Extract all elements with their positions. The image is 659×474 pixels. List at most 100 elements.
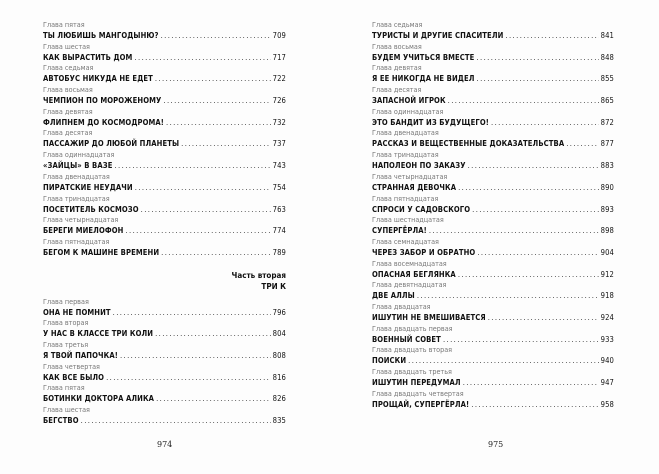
chapter-title[interactable]: БЕГСТВО (43, 416, 79, 425)
chapter-title[interactable]: ЗАПАСНОЙ ИГРОК (372, 96, 446, 106)
chapter-title[interactable]: У НАС В КЛАССЕ ТРИ КОЛИ (43, 329, 154, 339)
toc-entry[interactable]: Глава шестая БЕГСТВО.....................… (43, 405, 286, 427)
dot-leader: ........................................… (491, 117, 599, 127)
toc-entry[interactable]: Глава десятая ЗАПАСНОЙ ИГРОК.............… (372, 85, 614, 107)
dot-leader: ........................................… (125, 226, 271, 236)
chapter-title[interactable]: ПАССАЖИР ДО ЛЮБОЙ ПЛАНЕТЫ (43, 139, 180, 149)
chapter-title[interactable]: ТЫ ЛЮБИШЬ МАНГОДЫНЮ? (43, 31, 159, 40)
chapter-row: БОТИНКИ ДОКТОРА АЛИКА...................… (43, 393, 286, 404)
dot-leader: ........................................… (472, 204, 598, 214)
chapter-row: ИШУТИН НЕ ВМЕШИВАЕТСЯ...................… (372, 312, 614, 323)
toc-entry[interactable]: Глава пятнадцатая СПРОСИ У САДОВСКОГО....… (372, 194, 614, 216)
chapter-title[interactable]: ЧЕРЕЗ ЗАБОР И ОБРАТНО (372, 247, 476, 257)
toc-entry[interactable]: Глава седьмая АВТОБУС НИКУДА НЕ ЕДЕТ.....… (43, 63, 286, 85)
chapter-title[interactable]: Я ЕЕ НИКОГДА НЕ ВИДЕЛ (372, 74, 475, 84)
chapter-title[interactable]: СПРОСИ У САДОВСКОГО (372, 204, 471, 214)
page-ref: 940 (600, 356, 614, 366)
toc-entry[interactable]: Глава тринадцатая НАПОЛЕОН ПО ЗАКАЗУ.....… (372, 150, 614, 172)
chapter-row: КАК ВЫРАСТИТЬ ДОМ.......................… (43, 52, 286, 63)
chapter-title[interactable]: ЧЕМПИОН ПО МОРОЖЕНОМУ (43, 96, 162, 106)
toc-entry[interactable]: Глава восемнадцатая ОПАСНАЯ БЕГЛЯНКА.....… (372, 259, 614, 281)
dot-leader: ........................................… (462, 378, 599, 387)
chapter-title[interactable]: КАК ВЫРАСТИТЬ ДОМ (43, 52, 133, 62)
toc-entry[interactable]: Глава двадцатая ИШУТИН НЕ ВМЕШИВАЕТСЯ....… (372, 302, 614, 324)
chapter-title[interactable]: Я ТВОЙ ПАПОЧКА! (43, 350, 118, 360)
toc-entry[interactable]: Глава двенадцатая РАССКАЗ И ВЕЩЕСТВЕННЫЕ … (372, 128, 614, 150)
chapter-title[interactable]: СУПЕРГЁРЛА! (372, 226, 427, 236)
dot-leader: ........................................… (471, 399, 598, 409)
toc-entry[interactable]: Глава семнадцатая ЧЕРЕЗ ЗАБОР И ОБРАТНО..… (372, 237, 614, 259)
toc-entry[interactable]: Глава одиннадцатая ЭТО БАНДИТ ИЗ БУДУЩЕГО… (372, 107, 614, 129)
dot-leader: ........................................… (566, 139, 599, 149)
toc-entry[interactable]: Глава девятнадцатая ДВЕ АЛЛЫ.............… (372, 280, 614, 302)
chapter-label: Глава девятнадцатая (372, 280, 447, 290)
chapter-title[interactable]: ДВЕ АЛЛЫ (372, 291, 415, 301)
toc-entry[interactable]: Глава десятая ПАССАЖИР ДО ЛЮБОЙ ПЛАНЕТЫ..… (43, 128, 286, 150)
chapter-title[interactable]: КАК ВСЕ БЫЛО (43, 372, 105, 382)
toc-entry[interactable]: Глава двадцать четвертая ПРОЩАЙ, СУПЕРГЁР… (372, 389, 614, 411)
chapter-title[interactable]: ФЛИПНЕМ ДО КОСМОДРОМА! (43, 117, 165, 127)
chapter-title[interactable]: АВТОБУС НИКУДА НЕ ЕДЕТ (43, 74, 153, 84)
toc-entry[interactable]: Глава восьмая ЧЕМПИОН ПО МОРОЖЕНОМУ......… (43, 85, 286, 107)
toc-entry[interactable]: Глава пятая БОТИНКИ ДОКТОРА АЛИКА........… (43, 383, 286, 405)
dot-leader: ........................................… (416, 291, 599, 301)
toc-entry[interactable]: Глава четырнадцатая СТРАННАЯ ДЕВОЧКА.....… (372, 172, 614, 194)
toc-entry[interactable]: Глава третья Я ТВОЙ ПАПОЧКА!.............… (43, 340, 286, 362)
page-ref: 763 (272, 204, 286, 214)
toc-entry[interactable]: Глава четвертая КАК ВСЕ БЫЛО.............… (43, 362, 286, 384)
toc-entry[interactable]: Глава двадцать первая ВОЕННЫЙ СОВЕТ......… (372, 324, 614, 346)
chapter-title[interactable]: ОПАСНАЯ БЕГЛЯНКА (372, 269, 456, 279)
toc-entry[interactable]: Глава девятая Я ЕЕ НИКОГДА НЕ ВИДЕЛ......… (372, 63, 614, 85)
dot-leader: ........................................… (458, 182, 599, 192)
toc-entry[interactable]: Глава первая ОНА НЕ ПОМНИТ...............… (43, 297, 286, 319)
toc-list: Глава первая ОНА НЕ ПОМНИТ...............… (43, 297, 286, 427)
dot-leader: ........................................… (181, 139, 271, 149)
chapter-title[interactable]: БОТИНКИ ДОКТОРА АЛИКА (43, 394, 155, 404)
toc-entry[interactable]: Глава двенадцатая ПИРАТСКИЕ НЕУДАЧИ......… (43, 172, 286, 194)
chapter-title[interactable]: ИШУТИН ПЕРЕДУМАЛ (372, 378, 461, 387)
toc-entry[interactable]: Глава восьмая БУДЕМ УЧИТЬСЯ ВМЕСТЕ.......… (372, 42, 614, 64)
chapter-title[interactable]: НАПОЛЕОН ПО ЗАКАЗУ (372, 161, 466, 171)
chapter-title[interactable]: БЕРЕГИ МИЕЛОФОН (43, 226, 124, 236)
page-ref: 709 (272, 31, 286, 40)
page-number: 974 (157, 440, 173, 449)
toc-entry[interactable]: Глава одиннадцатая «ЗАЙЦЫ» В ВАЗЕ........… (43, 150, 286, 172)
chapter-title[interactable]: БУДЕМ УЧИТЬСЯ ВМЕСТЕ (372, 52, 475, 62)
chapter-title[interactable]: ЭТО БАНДИТ ИЗ БУДУЩЕГО! (372, 117, 489, 127)
chapter-title[interactable]: ПРОЩАЙ, СУПЕРГЁРЛА! (372, 399, 470, 409)
chapter-row: СТРАННАЯ ДЕВОЧКА........................… (372, 182, 614, 193)
chapter-title[interactable]: ПОИСКИ (372, 356, 407, 366)
chapter-label: Глава восьмая (43, 85, 93, 95)
page-ref: 726 (272, 96, 286, 106)
chapter-label: Глава пятнадцатая (372, 193, 439, 203)
toc-entry[interactable]: Глава двадцать вторая ПОИСКИ.............… (372, 345, 614, 367)
toc-entry[interactable]: Глава вторая У НАС В КЛАССЕ ТРИ КОЛИ.....… (43, 318, 286, 340)
chapter-title[interactable]: СТРАННАЯ ДЕВОЧКА (372, 182, 457, 192)
toc-entry[interactable]: Глава шестнадцатая СУПЕРГЁРЛА!...........… (372, 215, 614, 237)
chapter-title[interactable]: «ЗАЙЦЫ» В ВАЗЕ (43, 161, 113, 171)
toc-entry[interactable]: Глава двадцать третья ИШУТИН ПЕРЕДУМАЛ...… (372, 367, 614, 389)
chapter-title[interactable]: ОНА НЕ ПОМНИТ (43, 307, 111, 317)
toc-entry[interactable]: Глава седьмая ТУРИСТЫ И ДРУГИЕ СПАСИТЕЛИ.… (372, 20, 614, 42)
toc-entry[interactable]: Глава девятая ФЛИПНЕМ ДО КОСМОДРОМА!.....… (43, 107, 286, 129)
chapter-title[interactable]: РАССКАЗ И ВЕЩЕСТВЕННЫЕ ДОКАЗАТЕЛЬСТВА (372, 139, 565, 149)
chapter-title[interactable]: ПОСЕТИТЕЛЬ КОСМОЗО (43, 204, 139, 214)
page-ref: 848 (600, 52, 614, 62)
toc-entry[interactable]: Глава пятнадцатая БЕГОМ К МАШИНЕ ВРЕМЕНИ.… (43, 237, 286, 259)
chapter-title[interactable]: ИШУТИН НЕ ВМЕШИВАЕТСЯ (372, 312, 486, 322)
chapter-title[interactable]: БЕГОМ К МАШИНЕ ВРЕМЕНИ (43, 247, 160, 257)
chapter-title[interactable]: ТУРИСТЫ И ДРУГИЕ СПАСИТЕЛИ (372, 31, 504, 40)
toc-entry[interactable]: Глава пятая ТЫ ЛЮБИШЬ МАНГОДЫНЮ?.........… (43, 20, 286, 42)
chapter-title[interactable]: ВОЕННЫЙ СОВЕТ (372, 334, 441, 344)
chapter-row: ЧЕМПИОН ПО МОРОЖЕНОМУ...................… (43, 95, 286, 106)
chapter-label: Глава вторая (43, 318, 89, 328)
chapter-row: БЕРЕГИ МИЕЛОФОН.........................… (43, 225, 286, 236)
toc-list: Глава седьмая ТУРИСТЫ И ДРУГИЕ СПАСИТЕЛИ.… (372, 20, 614, 410)
page-ref: 808 (272, 350, 286, 360)
toc-entry[interactable]: Глава тринадцатая ПОСЕТИТЕЛЬ КОСМОЗО.....… (43, 194, 286, 216)
chapter-label: Глава двадцать первая (372, 323, 453, 333)
toc-entry[interactable]: Глава шестая КАК ВЫРАСТИТЬ ДОМ...........… (43, 42, 286, 64)
page-ref: 904 (600, 247, 614, 257)
chapter-title[interactable]: ПИРАТСКИЕ НЕУДАЧИ (43, 182, 133, 192)
toc-entry[interactable]: Глава четырнадцатая БЕРЕГИ МИЕЛОФОН......… (43, 215, 286, 237)
